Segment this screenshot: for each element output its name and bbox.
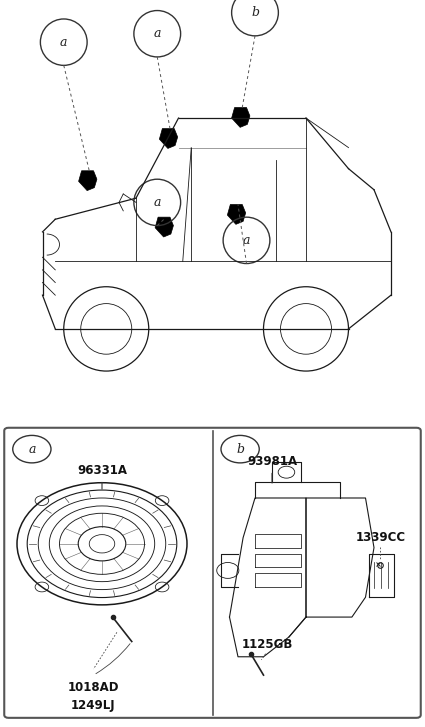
Polygon shape [232, 108, 250, 127]
Text: a: a [28, 443, 36, 456]
Text: 1018AD: 1018AD [68, 680, 119, 694]
Text: 1339CC: 1339CC [355, 531, 405, 545]
Polygon shape [79, 171, 97, 190]
Text: 1125GB: 1125GB [242, 638, 293, 651]
Text: a: a [153, 27, 161, 40]
Text: 96331A: 96331A [77, 464, 127, 477]
Polygon shape [155, 217, 173, 237]
Polygon shape [159, 129, 178, 148]
Polygon shape [227, 204, 246, 225]
Text: 1249LJ: 1249LJ [71, 699, 116, 712]
Text: a: a [243, 234, 250, 247]
Text: b: b [236, 443, 244, 456]
Text: a: a [153, 196, 161, 209]
Text: b: b [251, 6, 259, 19]
Text: a: a [60, 36, 68, 49]
FancyBboxPatch shape [4, 427, 421, 718]
Text: 93981A: 93981A [247, 455, 297, 468]
